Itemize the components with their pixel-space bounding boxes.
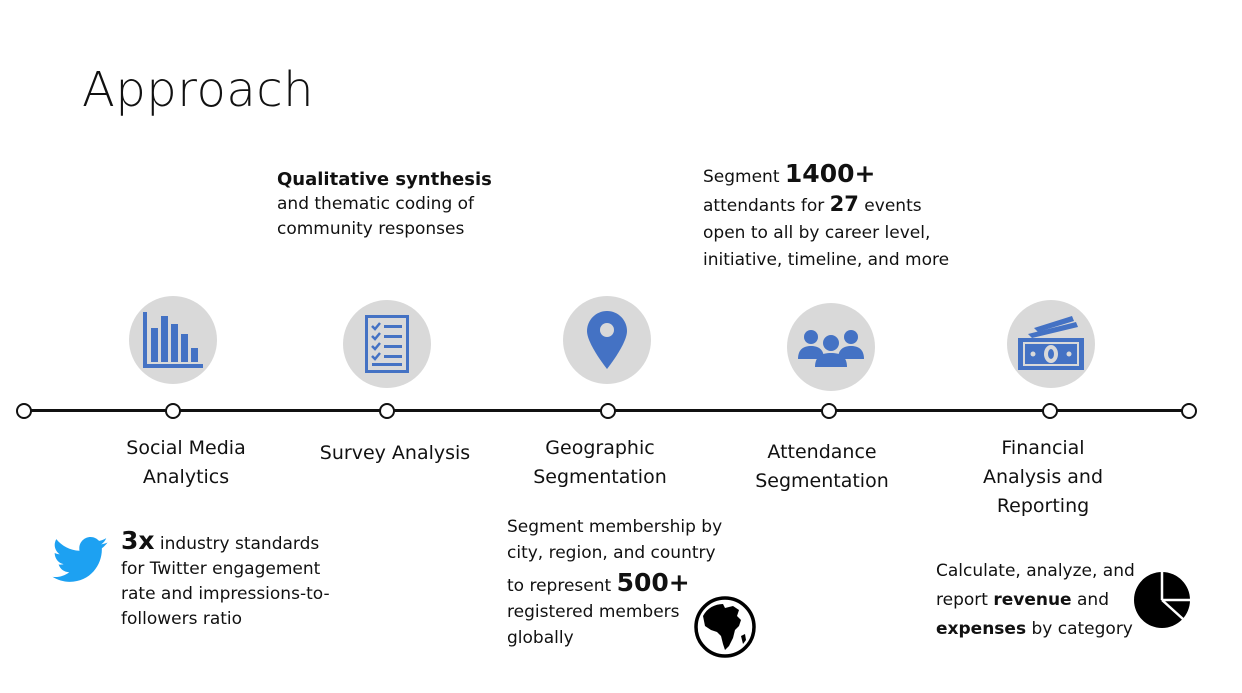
globe-africa-icon bbox=[694, 596, 756, 658]
timeline-node-geographic bbox=[600, 403, 616, 419]
map-pin-icon bbox=[587, 311, 627, 369]
financial-note-text: by category bbox=[1026, 619, 1133, 639]
social-media-step-circle bbox=[129, 296, 217, 384]
attendance-note-line: open to all by career level, bbox=[703, 223, 931, 243]
timeline-node-survey bbox=[379, 403, 395, 419]
survey-note: Qualitative synthesis and thematic codin… bbox=[277, 167, 537, 242]
geographic-note-line: city, region, and country bbox=[507, 543, 716, 563]
twitter-bird-icon bbox=[52, 537, 108, 582]
engagement-multiplier-stat: 3x bbox=[121, 526, 155, 555]
financial-note-line: expenses by category bbox=[936, 615, 1156, 644]
survey-note-heading: Qualitative synthesis bbox=[277, 169, 492, 190]
step-label-financial: Financial Analysis and Reporting bbox=[963, 434, 1123, 521]
timeline-start-node bbox=[16, 403, 32, 419]
social-note-line: 3x industry standards bbox=[121, 528, 361, 557]
geographic-note: Segment membership by city, region, and … bbox=[507, 514, 747, 651]
bar-chart-icon bbox=[143, 312, 203, 368]
survey-step-circle bbox=[343, 300, 431, 388]
attendance-note-line: initiative, timeline, and more bbox=[703, 250, 950, 270]
step-label-attendance: Attendance Segmentation bbox=[742, 438, 902, 496]
geographic-note-line: to represent 500+ bbox=[507, 570, 747, 599]
step-label-line: Geographic bbox=[545, 437, 655, 459]
financial-step-circle bbox=[1007, 300, 1095, 388]
step-label-line: Analytics bbox=[142, 466, 230, 488]
social-note-line: followers ratio bbox=[121, 609, 243, 629]
timeline-node-social bbox=[165, 403, 181, 419]
attendance-note-line: attendants for 27 events bbox=[703, 191, 993, 220]
checklist-icon bbox=[365, 315, 409, 373]
geographic-note-text: to represent bbox=[507, 576, 617, 596]
attendance-note-line: Segment 1400+ bbox=[703, 160, 993, 191]
social-note-line: rate and impressions-to- bbox=[121, 584, 330, 604]
step-label-line: Segmentation bbox=[533, 466, 667, 488]
social-note: 3x industry standards for Twitter engage… bbox=[121, 528, 361, 632]
step-label-line: Survey Analysis bbox=[319, 442, 471, 464]
step-label-line: Social Media bbox=[126, 437, 246, 459]
attendance-note-text: events bbox=[858, 196, 922, 216]
attendance-note-text: Segment bbox=[703, 167, 785, 187]
social-note-text: industry standards bbox=[154, 534, 320, 554]
money-stack-icon bbox=[1018, 316, 1084, 370]
attendance-note-text: attendants for bbox=[703, 196, 830, 216]
financial-note-text: report bbox=[936, 590, 994, 610]
step-label-line: Analysis and bbox=[982, 466, 1104, 488]
page-title: Approach bbox=[82, 62, 315, 118]
attendance-step-circle bbox=[787, 303, 875, 391]
geographic-note-line: globally bbox=[507, 628, 574, 648]
step-label-line: Reporting bbox=[996, 495, 1090, 517]
financial-note-text: and bbox=[1071, 590, 1109, 610]
people-group-icon bbox=[798, 330, 864, 367]
financial-note-bold: expenses bbox=[936, 619, 1027, 639]
members-count-stat: 500+ bbox=[616, 568, 690, 597]
survey-note-line: and thematic coding of bbox=[277, 194, 475, 214]
step-label-survey: Survey Analysis bbox=[305, 439, 485, 468]
geographic-note-line: registered members bbox=[507, 602, 680, 622]
financial-note-bold: revenue bbox=[993, 590, 1072, 610]
step-label-line: Attendance bbox=[767, 441, 877, 463]
step-label-geographic: Geographic Segmentation bbox=[520, 434, 680, 492]
step-label-line: Financial bbox=[1001, 437, 1085, 459]
timeline-end-node bbox=[1181, 403, 1197, 419]
financial-note: Calculate, analyze, and report revenue a… bbox=[936, 557, 1156, 644]
geographic-note-line: Segment membership by bbox=[507, 517, 723, 537]
social-note-line: for Twitter engagement bbox=[121, 559, 321, 579]
events-count-stat: 27 bbox=[829, 192, 859, 216]
survey-note-line: community responses bbox=[277, 219, 465, 239]
geographic-step-circle bbox=[563, 296, 651, 384]
timeline-node-financial bbox=[1042, 403, 1058, 419]
financial-note-line: report revenue and bbox=[936, 586, 1156, 615]
pie-chart-icon bbox=[1134, 572, 1190, 628]
financial-note-line: Calculate, analyze, and bbox=[936, 561, 1135, 581]
timeline-node-attendance bbox=[821, 403, 837, 419]
step-label-line: Segmentation bbox=[755, 470, 889, 492]
attendance-note: Segment 1400+ attendants for 27 events o… bbox=[703, 160, 993, 274]
step-label-social-media: Social Media Analytics bbox=[106, 434, 266, 492]
attendance-count-stat: 1400+ bbox=[784, 159, 876, 188]
